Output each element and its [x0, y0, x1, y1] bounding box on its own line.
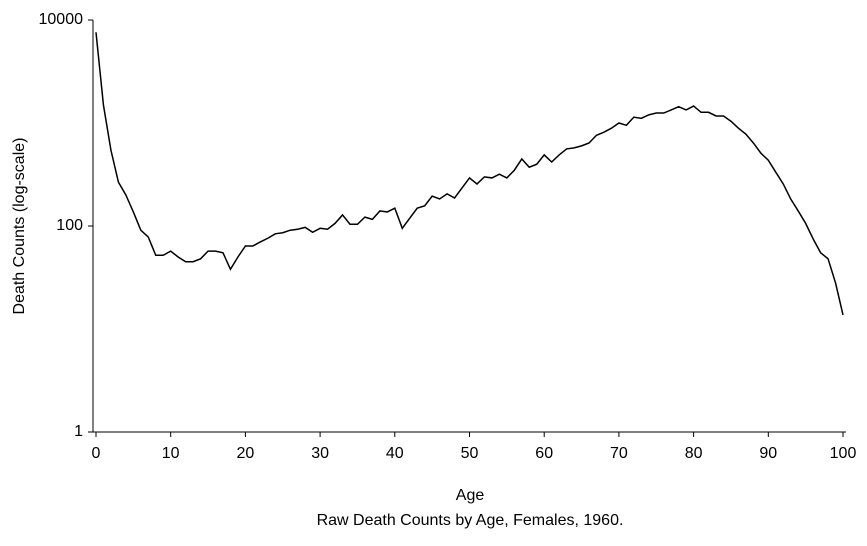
x-tick-label: 10 — [162, 445, 180, 462]
y-tick-label: 10000 — [39, 11, 84, 28]
x-axis-label: Age — [456, 487, 485, 504]
x-tick-label: 30 — [311, 445, 329, 462]
chart-title: Raw Death Counts by Age, Females, 1960. — [317, 512, 624, 529]
x-tick-label: 50 — [461, 445, 479, 462]
y-tick-label: 100 — [56, 217, 83, 234]
y-tick-label: 1 — [74, 423, 83, 440]
x-tick-label: 40 — [386, 445, 404, 462]
x-tick-label: 0 — [92, 445, 101, 462]
x-tick-label: 100 — [830, 445, 857, 462]
data-line — [95, 32, 844, 316]
x-tick-label: 20 — [236, 445, 254, 462]
y-axis-label: Death Counts (log-scale) — [11, 138, 28, 315]
x-tick-label: 80 — [685, 445, 703, 462]
x-tick-label: 90 — [759, 445, 777, 462]
x-tick-label: 60 — [535, 445, 553, 462]
x-tick-label: 70 — [610, 445, 628, 462]
